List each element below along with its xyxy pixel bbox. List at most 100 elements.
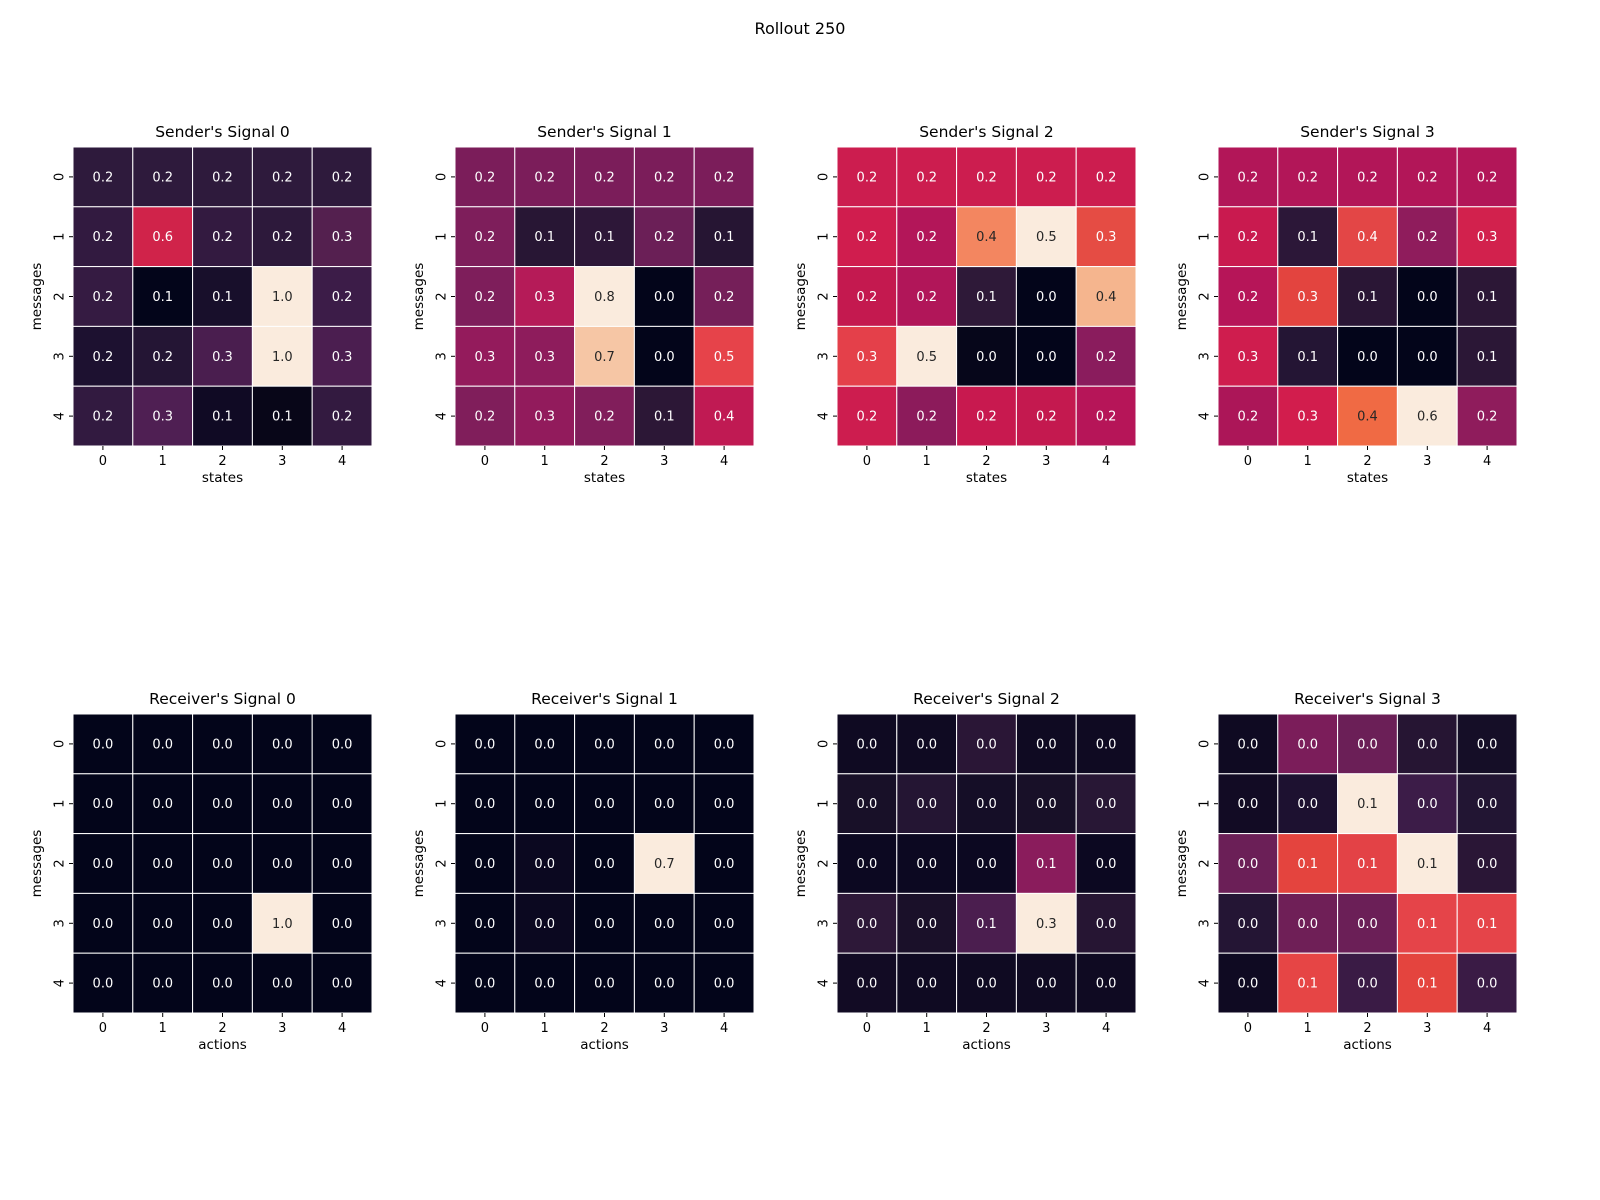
cell-value-label: 0.2 [916, 410, 937, 425]
heatmap-cell [132, 952, 194, 1014]
cell-value-label: 0.2 [272, 170, 293, 185]
cell-value-label: 0.3 [332, 350, 353, 365]
cell-value-label: 0.0 [916, 797, 937, 812]
cell-value-label: 0.0 [1417, 737, 1438, 752]
heatmap-panel: Sender's Signal 1 0.2 0.2 0.2 0.2 0.2 0.2 0.1 0.… [411, 123, 755, 486]
heatmap-cell [956, 325, 1017, 387]
cell-value-label: 0.0 [1096, 917, 1117, 932]
cell-value-label: 0.3 [1036, 917, 1057, 932]
heatmap-cell [311, 266, 373, 327]
x-tick-label: 2 [1363, 454, 1371, 469]
x-tick-label: 0 [1244, 1021, 1252, 1036]
y-axis-label: messages [29, 263, 45, 331]
y-tick-label: 3 [53, 919, 68, 927]
cell-value-label: 0.0 [916, 917, 937, 932]
cell-value-label: 0.0 [714, 857, 735, 872]
x-axis-label: states [1347, 470, 1388, 486]
cell-value-label: 0.2 [916, 170, 937, 185]
cell-value-label: 0.2 [1238, 170, 1259, 185]
y-tick-label: 4 [435, 412, 450, 420]
y-tick-label: 1 [435, 233, 450, 241]
x-tick-label: 0 [863, 1021, 871, 1036]
cell-value-label: 0.0 [1036, 797, 1057, 812]
y-tick-label: 0 [817, 173, 832, 181]
heatmap-cell [1456, 952, 1518, 1014]
cell-value-label: 0.0 [93, 737, 114, 752]
x-axis-label: actions [1343, 1037, 1392, 1053]
heatmap-cell [896, 952, 958, 1014]
cell-value-label: 0.0 [654, 350, 675, 365]
heatmap-cell [1396, 952, 1458, 1014]
cell-value-label: 0.0 [332, 797, 353, 812]
cell-value-label: 0.1 [534, 230, 555, 245]
cell-value-label: 0.0 [857, 857, 878, 872]
heatmap-cell [1217, 146, 1279, 208]
cell-value-label: 0.2 [332, 290, 353, 305]
y-tick-label: 2 [435, 859, 450, 867]
figure-suptitle: Rollout 250 [754, 19, 846, 38]
cell-value-label: 0.0 [594, 857, 615, 872]
y-tick-label: 3 [435, 352, 450, 360]
x-tick-label: 4 [338, 1021, 346, 1036]
heatmap-cell [251, 266, 313, 327]
cell-value-label: 0.2 [475, 290, 496, 305]
heatmap-cell [633, 713, 695, 775]
heatmap-cell [454, 833, 516, 894]
cell-value-label: 0.4 [976, 230, 997, 245]
x-tick-label: 0 [863, 454, 871, 469]
heatmap-cell [896, 833, 958, 894]
heatmap-cell [132, 773, 194, 835]
cell-value-label: 0.2 [1297, 170, 1318, 185]
heatmap-cell [1015, 713, 1077, 775]
x-tick-label: 4 [1483, 1021, 1491, 1036]
cell-value-label: 0.1 [1357, 797, 1378, 812]
cell-value-label: 0.2 [857, 230, 878, 245]
heatmap-cell [574, 952, 635, 1014]
cell-value-label: 0.0 [152, 917, 173, 932]
cell-value-label: 0.0 [1096, 737, 1117, 752]
heatmap-cell [1337, 773, 1398, 835]
heatmap-cell [1277, 266, 1339, 327]
x-tick-label: 4 [338, 454, 346, 469]
y-tick-label: 1 [1198, 800, 1213, 808]
cell-value-label: 0.1 [1417, 857, 1438, 872]
heatmap-cell [1396, 892, 1458, 954]
cell-value-label: 0.2 [654, 230, 675, 245]
cell-value-label: 0.0 [1357, 917, 1378, 932]
cell-value-label: 0.2 [857, 170, 878, 185]
cell-value-label: 0.4 [714, 410, 735, 425]
heatmap-cell [1456, 713, 1518, 775]
cell-value-label: 0.0 [976, 797, 997, 812]
y-tick-label: 0 [53, 740, 68, 748]
cell-value-label: 0.0 [714, 977, 735, 992]
y-tick-label: 3 [1198, 919, 1213, 927]
y-tick-label: 1 [53, 233, 68, 241]
cell-value-label: 0.0 [152, 797, 173, 812]
heatmap-cell [311, 952, 373, 1014]
heatmap-cell [1456, 266, 1518, 327]
panel-title: Receiver's Signal 2 [913, 690, 1060, 708]
cell-value-label: 0.0 [93, 977, 114, 992]
cell-value-label: 0.0 [475, 977, 496, 992]
cell-value-label: 0.3 [1096, 230, 1117, 245]
panel-title: Sender's Signal 3 [1300, 123, 1435, 141]
cell-value-label: 0.0 [1036, 737, 1057, 752]
cell-value-label: 0.0 [594, 917, 615, 932]
heatmap-cell [1217, 266, 1279, 327]
cell-value-label: 0.5 [714, 350, 735, 365]
heatmap-cell [192, 325, 253, 387]
heatmap-cell [311, 146, 373, 208]
cell-value-label: 0.3 [1477, 230, 1498, 245]
heatmap-cell [1456, 206, 1518, 268]
cell-value-label: 0.2 [654, 170, 675, 185]
cell-value-label: 0.0 [916, 737, 937, 752]
cell-value-label: 0.5 [1036, 230, 1057, 245]
y-tick-label: 3 [817, 919, 832, 927]
cell-value-label: 0.0 [212, 797, 233, 812]
heatmap-panel: Sender's Signal 2 0.2 0.2 0.2 0.2 0.2 0.2 0.2 0.… [793, 123, 1137, 486]
cell-value-label: 0.0 [1096, 977, 1117, 992]
heatmap-cell [192, 892, 253, 954]
cell-value-label: 0.2 [93, 230, 114, 245]
heatmap-cell [633, 325, 695, 387]
cell-value-label: 0.0 [594, 977, 615, 992]
